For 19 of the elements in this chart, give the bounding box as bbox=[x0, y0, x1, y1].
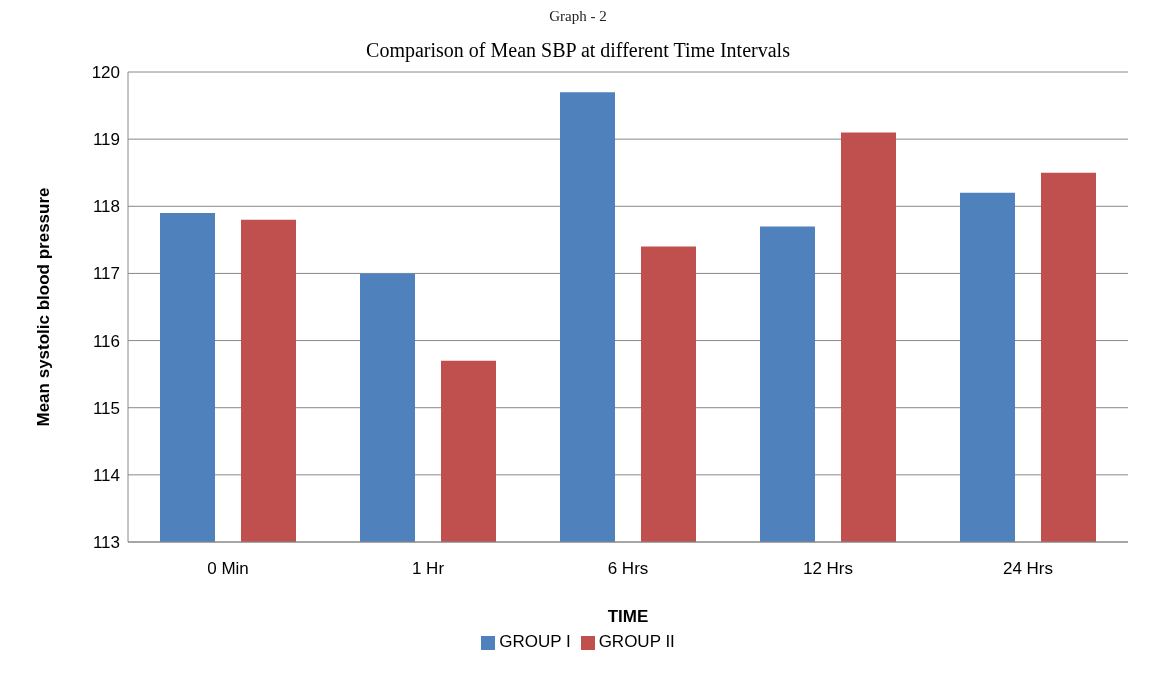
x-tick-label: 0 Min bbox=[207, 559, 249, 579]
y-tick-label: 114 bbox=[92, 465, 120, 485]
y-tick-label: 117 bbox=[92, 264, 120, 284]
y-tick-label: 115 bbox=[92, 398, 120, 418]
x-axis-title: TIME bbox=[607, 607, 649, 626]
y-tick-label: 120 bbox=[91, 63, 120, 83]
y-axis-title: Mean systolic blood pressure bbox=[34, 187, 54, 427]
text: Graph - 2 bbox=[548, 8, 608, 25]
y-tick-label: 119 bbox=[92, 130, 120, 150]
legend-label: GROUP I bbox=[499, 632, 571, 651]
x-tick-label: 6 Hrs bbox=[607, 559, 649, 579]
y-tick-label: 113 bbox=[92, 533, 120, 553]
y-tick-label: 118 bbox=[92, 197, 120, 217]
x-tick-label: 12 Hrs bbox=[802, 559, 854, 579]
x-tick-label: 24 Hrs bbox=[1002, 559, 1054, 579]
x-tick-label: 1 Hr bbox=[411, 559, 445, 579]
legend-label: GROUP II bbox=[598, 632, 675, 651]
chart-title: Comparison of Mean SBP at different Time Intervals bbox=[365, 39, 791, 62]
y-tick-label: 116 bbox=[92, 331, 120, 351]
